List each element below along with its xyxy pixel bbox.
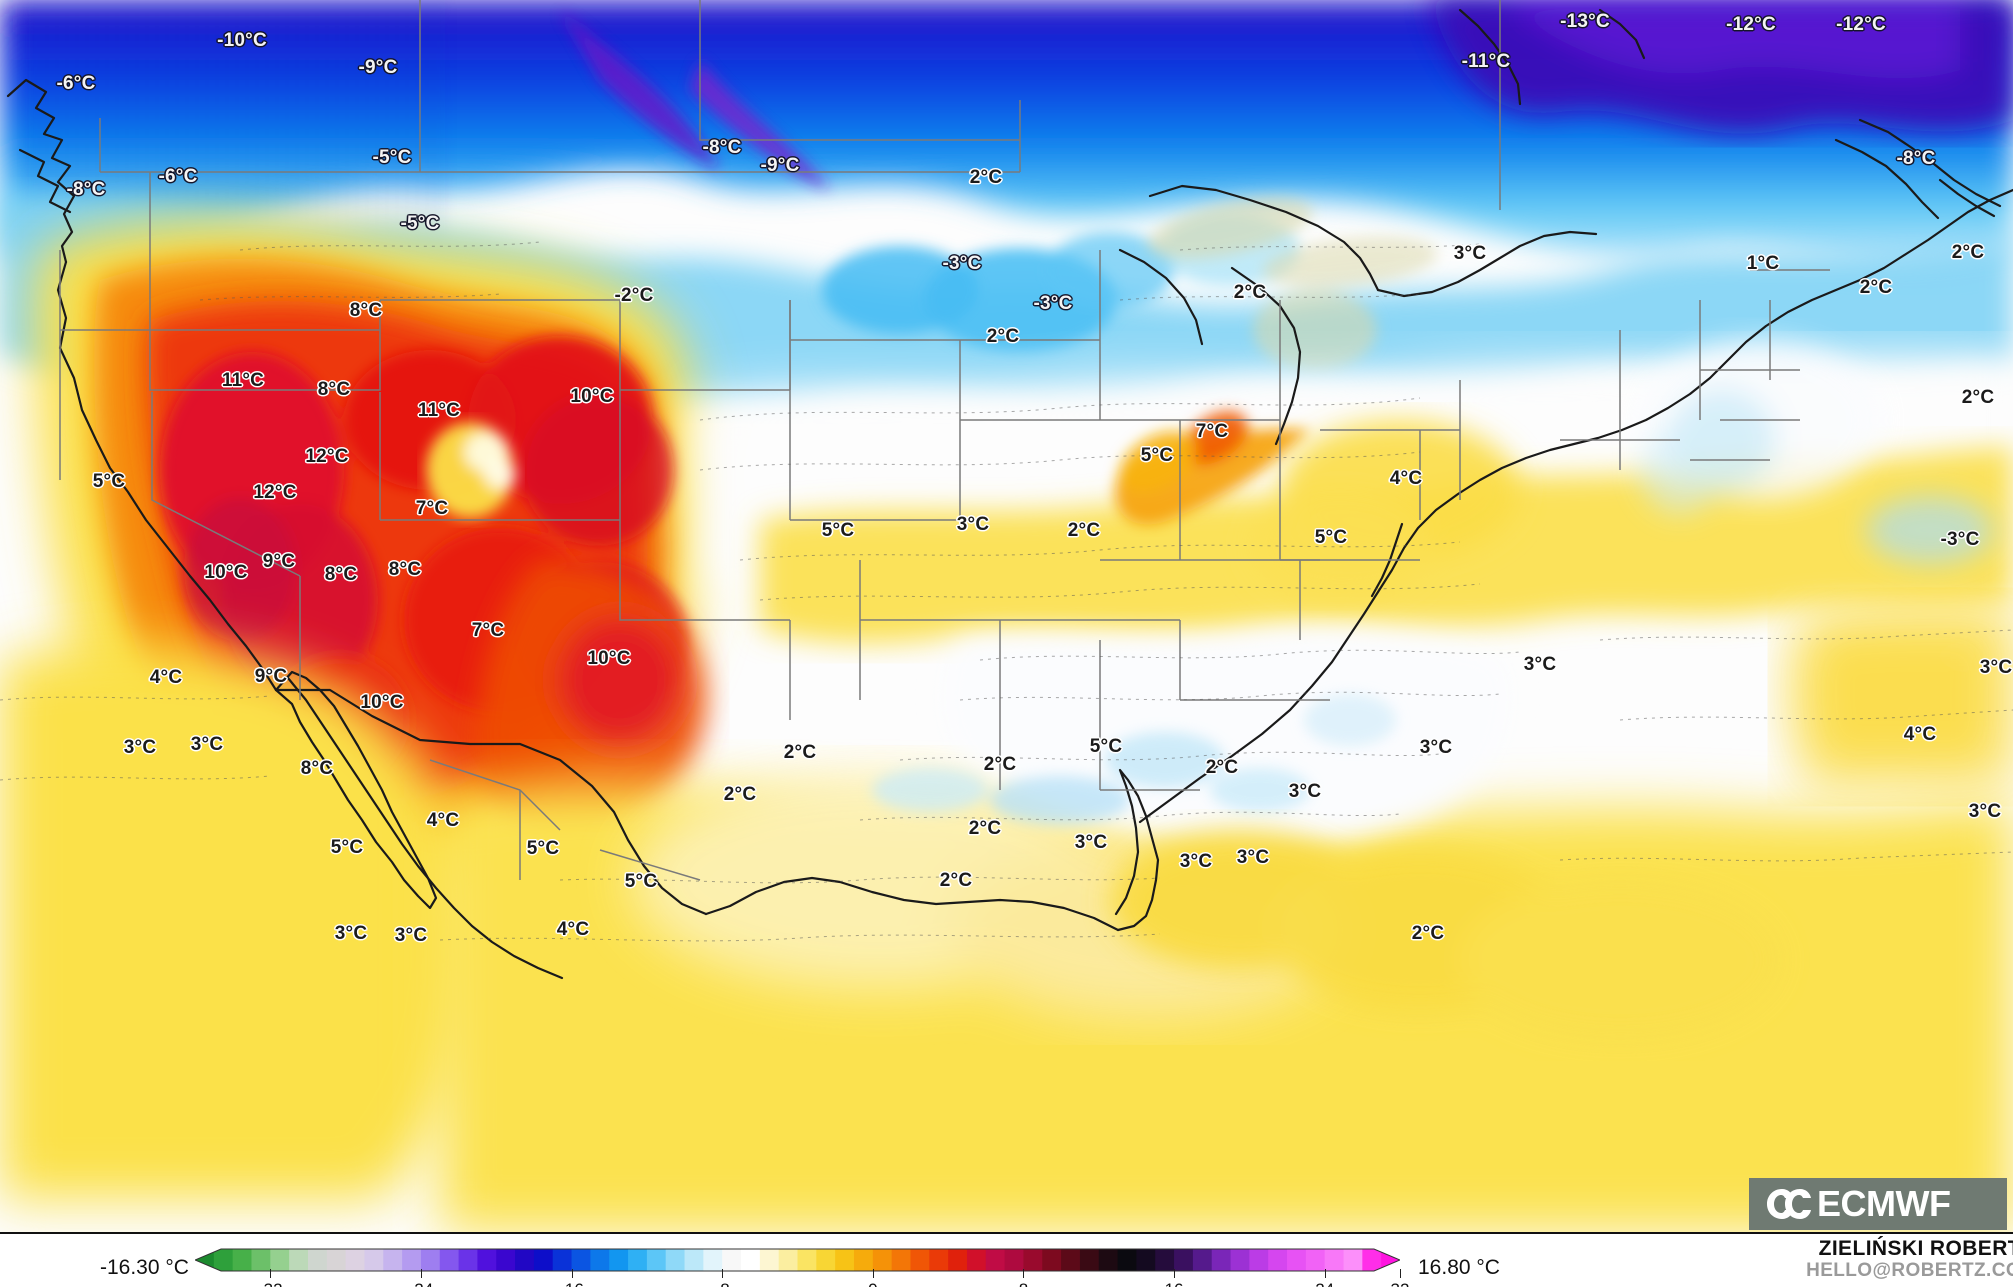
colorbar-band: [1268, 1249, 1288, 1271]
colorbar-band: [684, 1249, 704, 1271]
colorbar-band: [1079, 1249, 1100, 1271]
colorbar-band: [966, 1249, 987, 1271]
colorbar-band: [1061, 1249, 1081, 1271]
colorbar-band: [571, 1249, 591, 1271]
colorbar[interactable]: -32 -24 -16 -8 0 8 16 24 32: [195, 1247, 1409, 1287]
colorbar-band: [646, 1249, 667, 1271]
colorbar-band: [948, 1249, 968, 1271]
colorbar-tick-label: 24: [1315, 1280, 1334, 1287]
colorbar-band: [985, 1249, 1006, 1271]
colorbar-band: [816, 1249, 836, 1271]
colorbar-band: [759, 1249, 780, 1271]
colorbar-gradient: [195, 1248, 1400, 1272]
colorbar-tick-mark: [420, 1269, 422, 1278]
colorbar-tick-label: 16: [1165, 1280, 1184, 1287]
colorbar-band: [741, 1249, 761, 1271]
colorbar-band: [665, 1249, 686, 1271]
ecmwf-logo: ECMWF: [1749, 1178, 2007, 1230]
colorbar-band: [1098, 1249, 1119, 1271]
ecmwf-wordmark: ECMWF: [1817, 1183, 1951, 1224]
colorbar-tick-label: 32: [1391, 1280, 1410, 1287]
colorbar-band: [195, 1249, 215, 1271]
colorbar-band: [458, 1249, 479, 1271]
author-email: HELLO@ROBERTZ.CO: [1806, 1259, 2013, 1281]
colorbar-tick-mark: [1174, 1269, 1176, 1278]
colorbar-tick-label: -24: [409, 1280, 434, 1287]
colorbar-band: [1381, 1249, 1400, 1271]
map-footer: -16.30 °C -32 -24 -16 -8 0 8 16 24 32 16.80 °C Z…: [0, 1232, 2013, 1287]
colorbar-band: [420, 1249, 441, 1271]
colorbar-band: [1230, 1249, 1250, 1271]
colorbar-band: [872, 1249, 893, 1271]
colorbar-band: [402, 1249, 422, 1271]
colorbar-tick-mark: [1400, 1269, 1401, 1278]
colorbar-tick-label: -8: [715, 1280, 730, 1287]
colorbar-tick-mark: [1324, 1269, 1326, 1278]
colorbar-band: [1117, 1249, 1138, 1271]
colorbar-band: [515, 1249, 535, 1271]
colorbar-band: [289, 1249, 309, 1271]
colorbar-max-value: 16.80 °C: [1418, 1256, 1500, 1279]
colorbar-band: [910, 1249, 930, 1271]
colorbar-band: [1343, 1249, 1363, 1271]
colorbar-tick-mark: [1023, 1269, 1025, 1278]
colorbar-band: [797, 1249, 817, 1271]
colorbar-band: [703, 1249, 723, 1271]
colorbar-band: [1287, 1249, 1307, 1271]
contour-lines: [0, 241, 2013, 942]
colorbar-band: [628, 1249, 648, 1271]
colorbar-band: [1249, 1249, 1269, 1271]
colorbar-band: [251, 1249, 271, 1271]
state-borders: [59, 0, 1830, 881]
colorbar-band: [326, 1249, 347, 1271]
colorbar-band: [1042, 1249, 1062, 1271]
colorbar-tick-mark: [571, 1269, 573, 1278]
colorbar-band: [1174, 1249, 1194, 1271]
colorbar-tick-label: 0: [868, 1280, 877, 1287]
colorbar-band: [552, 1249, 573, 1271]
colorbar-band: [929, 1249, 949, 1271]
colorbar-band: [891, 1249, 912, 1271]
colorbar-band: [1305, 1249, 1326, 1271]
colorbar-band: [1362, 1249, 1382, 1271]
colorbar-tick-label: -16: [559, 1280, 584, 1287]
colorbar-band: [1023, 1249, 1043, 1271]
author-name: ZIELIŃSKI ROBERT: [1818, 1237, 2013, 1260]
colorbar-tick-mark: [872, 1269, 874, 1278]
colorbar-band: [270, 1249, 290, 1271]
colorbar-band: [609, 1249, 629, 1271]
colorbar-band: [307, 1249, 328, 1271]
colorbar-band: [439, 1249, 460, 1271]
colorbar-tick-mark: [270, 1269, 272, 1278]
colorbar-band: [232, 1249, 253, 1271]
colorbar-tick-mark: [722, 1269, 724, 1278]
colorbar-band: [1211, 1249, 1232, 1271]
colorbar-band: [1004, 1249, 1025, 1271]
colorbar-min-value: -16.30 °C: [100, 1256, 189, 1279]
colorbar-band: [835, 1249, 855, 1271]
colorbar-band: [590, 1249, 610, 1271]
temperature-anomaly-map[interactable]: -10°C -9°C -13°C -12°C -12°C -11°C -6°C -6°C -8°…: [0, 0, 2013, 1232]
colorbar-band: [345, 1249, 366, 1271]
colorbar-band: [477, 1249, 497, 1271]
colorbar-band: [1192, 1249, 1213, 1271]
colorbar-band: [364, 1249, 384, 1271]
colorbar-band: [778, 1249, 799, 1271]
colorbar-band: [1324, 1249, 1345, 1271]
country-borders: [6, 8, 2013, 980]
colorbar-band: [383, 1249, 403, 1271]
colorbar-tick-label: -32: [258, 1280, 283, 1287]
colorbar-band: [1155, 1249, 1175, 1271]
colorbar-tick-label: 8: [1019, 1280, 1028, 1287]
colorbar-band: [496, 1249, 516, 1271]
colorbar-band: [853, 1249, 874, 1271]
map-contour-field: [0, 0, 2013, 1232]
colorbar-band: [533, 1249, 554, 1271]
ecmwf-roundel-icon: [1765, 1187, 1811, 1221]
colorbar-band: [1136, 1249, 1156, 1271]
colorbar-band: [722, 1249, 742, 1271]
colorbar-band: [213, 1249, 234, 1271]
attribution: ZIELIŃSKI ROBERT HELLO@ROBERTZ.CO: [1806, 1237, 2013, 1281]
